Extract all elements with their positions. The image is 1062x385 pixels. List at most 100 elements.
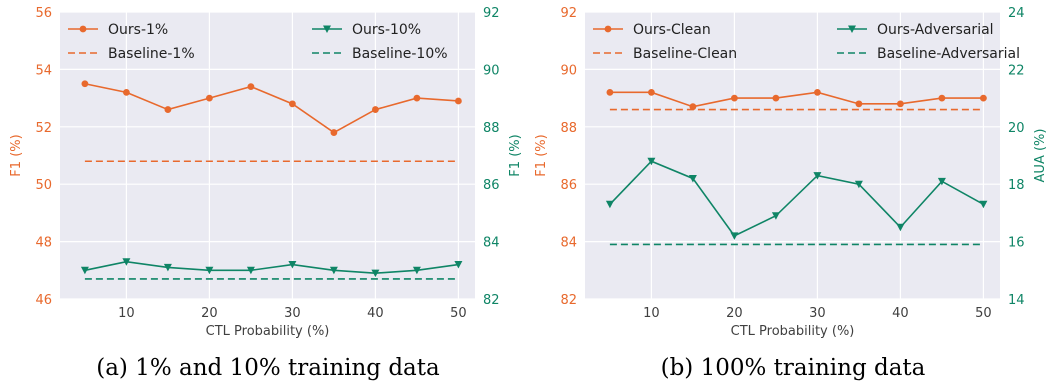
y-right-tick-label: 20 xyxy=(1008,121,1025,136)
data-point xyxy=(688,174,697,183)
x-tick-label: 20 xyxy=(201,306,218,321)
legend-label: Ours-Clean xyxy=(633,22,711,38)
data-point xyxy=(454,261,463,269)
data-point xyxy=(80,266,89,275)
y-left-tick-label: 82 xyxy=(560,293,577,308)
x-tick-label: 10 xyxy=(643,306,660,321)
legend-marker xyxy=(79,25,87,33)
y-right-axis-label: AUA (%) xyxy=(1033,129,1048,183)
data-point xyxy=(980,94,987,102)
legend-label: Baseline-1% xyxy=(108,46,195,62)
data-point xyxy=(246,266,255,275)
series-line xyxy=(609,91,984,108)
data-point xyxy=(938,94,946,102)
y-right-tick-label: 16 xyxy=(1008,236,1025,251)
y-left-tick-label: 86 xyxy=(560,178,577,193)
data-point xyxy=(371,269,380,278)
series-line xyxy=(84,82,459,134)
data-point xyxy=(205,266,214,275)
data-point xyxy=(288,261,297,269)
y-right-tick-label: 86 xyxy=(483,178,500,193)
data-point xyxy=(771,212,780,220)
data-point xyxy=(247,83,255,91)
data-point xyxy=(455,97,462,105)
data-point xyxy=(123,88,130,96)
data-point xyxy=(412,266,421,275)
data-point xyxy=(897,100,904,108)
y-right-tick-label: 90 xyxy=(483,63,500,78)
y-left-tick-label: 52 xyxy=(35,121,52,136)
x-tick-label: 40 xyxy=(367,306,384,321)
legend-label: Ours-10% xyxy=(352,22,421,38)
figure-caption: (b) 100% training data xyxy=(661,355,926,381)
y-left-tick-label: 48 xyxy=(35,236,52,251)
y-right-tick-label: 82 xyxy=(483,293,500,308)
data-point xyxy=(206,94,213,102)
y-left-tick-label: 54 xyxy=(35,63,52,78)
panel-b: 10 20 30 40 50 82 84 86 88 90 92 14 16 18 20 22 24 CTL Pr… xyxy=(534,6,1048,381)
x-tick-label: 20 xyxy=(726,306,743,321)
data-point xyxy=(814,88,821,96)
data-point xyxy=(606,88,614,96)
y-right-tick-label: 88 xyxy=(483,121,500,136)
data-point xyxy=(164,106,172,113)
x-tick-label: 40 xyxy=(892,306,909,321)
data-point xyxy=(813,172,822,180)
y-right-tick-label: 22 xyxy=(1008,63,1025,78)
figure-caption: (a) 1% and 10% training data xyxy=(96,355,440,381)
legend-label: Ours-Adversarial xyxy=(877,22,994,38)
data-point xyxy=(329,266,338,275)
data-point xyxy=(689,103,697,111)
x-axis-label: CTL Probability (%) xyxy=(731,324,855,339)
series-line xyxy=(84,260,459,274)
plot-area xyxy=(60,12,475,299)
legend-marker xyxy=(848,25,856,33)
data-point xyxy=(163,263,172,272)
data-point xyxy=(979,200,988,209)
y-right-tick-label: 18 xyxy=(1008,178,1025,193)
data-point xyxy=(772,94,780,102)
data-point xyxy=(855,100,863,108)
series-line xyxy=(609,160,984,237)
y-right-tick-label: 24 xyxy=(1008,6,1025,21)
y-left-tick-label: 88 xyxy=(560,121,577,136)
data-point xyxy=(372,106,379,113)
plot-area xyxy=(585,12,1000,299)
y-left-tick-label: 92 xyxy=(560,6,577,21)
panel-a: 10 20 30 40 50 46 48 50 52 54 56 82 84 86 88 90 92 CTL Pr… xyxy=(9,6,523,381)
data-point xyxy=(896,223,905,232)
x-tick-label: 50 xyxy=(450,306,467,321)
data-point xyxy=(937,177,946,186)
x-tick-label: 30 xyxy=(809,306,826,321)
data-point xyxy=(647,157,656,166)
legend-marker xyxy=(604,25,612,33)
y-left-tick-label: 50 xyxy=(35,178,52,193)
y-right-tick-label: 92 xyxy=(483,6,500,21)
x-axis-label: CTL Probability (%) xyxy=(206,324,330,339)
y-left-tick-label: 46 xyxy=(35,293,52,308)
legend-label: Baseline-Adversarial xyxy=(877,46,1020,62)
legend-label: Ours-1% xyxy=(108,22,168,38)
data-point xyxy=(289,100,296,108)
data-point xyxy=(730,232,739,240)
data-point xyxy=(122,258,131,266)
y-right-tick-label: 84 xyxy=(483,236,500,251)
legend-marker xyxy=(323,25,331,33)
data-point xyxy=(605,200,614,209)
x-tick-label: 30 xyxy=(284,306,301,321)
data-point xyxy=(330,129,338,136)
data-point xyxy=(854,180,863,189)
x-tick-label: 50 xyxy=(975,306,992,321)
data-point xyxy=(81,80,89,88)
data-point xyxy=(731,94,738,102)
y-left-tick-label: 84 xyxy=(560,236,577,251)
legend-label: Baseline-Clean xyxy=(633,46,737,62)
y-left-axis-label: F1 (%) xyxy=(9,134,24,176)
x-tick-label: 10 xyxy=(118,306,135,321)
data-point xyxy=(648,88,655,96)
y-left-tick-label: 90 xyxy=(560,63,577,78)
legend-label: Baseline-10% xyxy=(352,46,448,62)
y-right-tick-label: 14 xyxy=(1008,293,1025,308)
y-right-axis-label: F1 (%) xyxy=(508,134,523,176)
